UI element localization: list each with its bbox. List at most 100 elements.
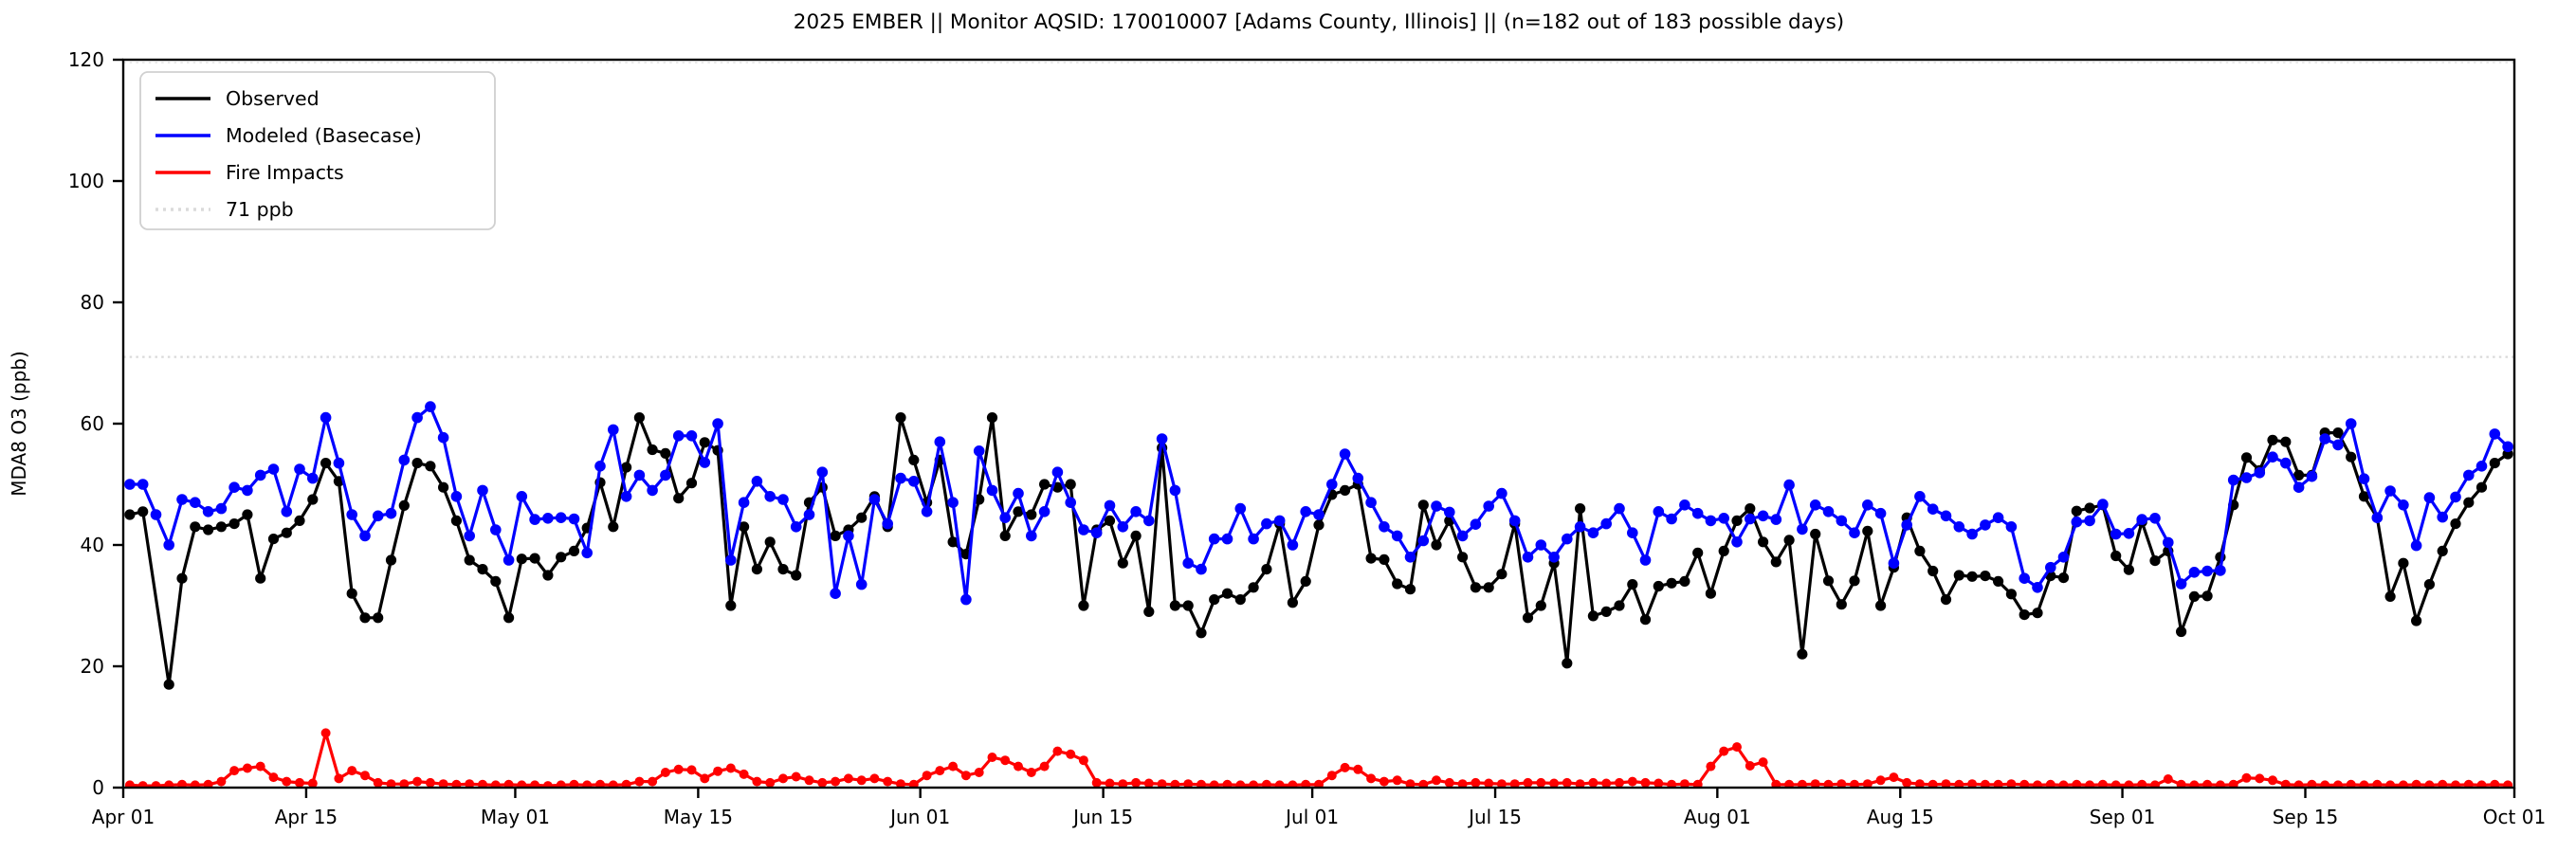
data-point-fire xyxy=(2255,773,2265,784)
data-point-fire xyxy=(2189,780,2200,788)
data-point-modeled xyxy=(594,461,606,472)
data-point-observed xyxy=(1261,564,1272,575)
data-point-observed xyxy=(1522,612,1534,624)
data-point-observed xyxy=(1993,575,2004,588)
data-point-modeled xyxy=(1508,515,1521,527)
y-tick-label: 120 xyxy=(68,48,104,71)
data-point-observed xyxy=(1639,614,1652,626)
data-point-modeled xyxy=(2502,441,2513,453)
data-point-modeled xyxy=(1470,518,1482,530)
data-point-fire xyxy=(1000,755,1011,766)
x-tick-label: Apr 01 xyxy=(92,806,155,828)
data-point-modeled xyxy=(1143,515,1155,527)
data-point-observed xyxy=(1457,552,1469,563)
data-point-observed xyxy=(1875,600,1887,611)
data-point-observed xyxy=(1770,556,1781,568)
data-point-modeled xyxy=(333,457,345,469)
data-point-modeled xyxy=(1653,506,1665,517)
data-point-modeled xyxy=(1104,499,1116,512)
data-point-fire xyxy=(503,779,514,788)
data-point-observed xyxy=(999,530,1011,542)
data-point-modeled xyxy=(751,476,763,487)
data-point-observed xyxy=(516,554,527,565)
data-point-fire xyxy=(673,764,684,774)
data-point-modeled xyxy=(1639,554,1652,566)
data-point-observed xyxy=(2423,579,2435,590)
data-point-fire xyxy=(2215,780,2225,788)
data-point-fire xyxy=(1927,779,1938,788)
series-observed xyxy=(124,412,2513,690)
data-point-fire xyxy=(556,780,566,788)
series-line-observed xyxy=(128,416,2510,686)
x-tick-label: Oct 01 xyxy=(2483,806,2546,828)
data-point-fire xyxy=(1326,771,1337,781)
data-point-modeled xyxy=(2437,511,2448,523)
data-point-observed xyxy=(764,536,776,548)
data-point-fire xyxy=(1143,778,1154,788)
data-point-observed xyxy=(425,461,436,472)
data-point-observed xyxy=(2084,502,2095,514)
data-point-observed xyxy=(477,564,488,575)
data-point-fire xyxy=(739,769,749,779)
data-point-observed xyxy=(1313,519,1325,531)
data-point-fire xyxy=(1249,780,1259,788)
data-point-fire xyxy=(1014,761,1023,771)
data-point-observed xyxy=(1575,503,1586,515)
data-point-observed xyxy=(1758,536,1769,548)
data-point-fire xyxy=(582,780,593,788)
data-point-fire xyxy=(1026,768,1036,777)
data-point-fire xyxy=(2058,780,2069,788)
data-point-fire xyxy=(660,768,670,777)
data-point-modeled xyxy=(1862,499,1873,511)
data-point-fire xyxy=(2424,780,2435,788)
data-point-modeled xyxy=(1038,506,1050,517)
data-point-fire xyxy=(1967,779,1978,788)
data-point-modeled xyxy=(281,506,293,517)
data-point-fire xyxy=(1640,777,1651,788)
data-point-observed xyxy=(1404,584,1416,595)
legend-box xyxy=(139,71,496,230)
data-point-fire xyxy=(2280,779,2291,788)
data-point-observed xyxy=(568,545,580,557)
data-point-fire xyxy=(2320,780,2330,788)
data-point-modeled xyxy=(529,514,540,525)
data-point-modeled xyxy=(477,484,488,497)
data-point-fire xyxy=(1444,777,1454,788)
y-axis-label: MDA8 O3 (ppb) xyxy=(8,351,30,497)
data-point-fire xyxy=(1823,779,1834,788)
data-point-modeled xyxy=(1221,533,1233,545)
data-point-modeled xyxy=(190,497,201,508)
data-point-observed xyxy=(1221,588,1233,599)
data-point-fire xyxy=(517,780,527,788)
data-point-modeled xyxy=(228,481,240,493)
data-point-observed xyxy=(1483,582,1494,593)
data-point-fire xyxy=(1588,777,1599,788)
x-tick-label: Aug 01 xyxy=(1684,806,1751,828)
data-point-observed xyxy=(203,524,214,535)
data-point-fire xyxy=(2476,780,2487,788)
reference-line-layer xyxy=(123,62,2514,358)
data-point-observed xyxy=(1666,577,1677,589)
data-point-observed xyxy=(2123,564,2134,575)
series-modeled xyxy=(124,401,2513,606)
data-point-modeled xyxy=(986,484,998,497)
data-point-modeled xyxy=(712,418,723,429)
data-point-fire xyxy=(1667,779,1677,788)
data-point-modeled xyxy=(450,491,463,502)
data-point-fire xyxy=(2006,779,2017,788)
data-point-modeled xyxy=(568,513,580,525)
data-point-fire xyxy=(2097,779,2108,788)
data-point-observed xyxy=(1182,600,1194,611)
data-point-fire xyxy=(1706,761,1716,771)
data-point-observed xyxy=(2032,608,2043,619)
data-point-modeled xyxy=(1783,479,1795,491)
data-point-fire xyxy=(1993,779,2003,788)
data-point-modeled xyxy=(672,430,685,442)
data-point-modeled xyxy=(1248,533,1259,545)
data-point-fire xyxy=(700,773,710,784)
data-point-modeled xyxy=(1745,513,1756,525)
data-point-modeled xyxy=(1666,513,1677,525)
data-point-fire xyxy=(1889,772,1899,783)
data-point-fire xyxy=(2045,779,2055,788)
